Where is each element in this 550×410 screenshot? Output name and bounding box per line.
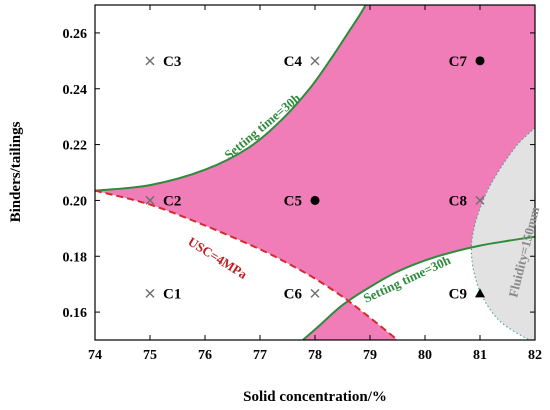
y-axis-title: Binders/tailings: [8, 121, 24, 222]
point-c9-label: C9: [449, 286, 467, 302]
point-c7-label: C7: [449, 54, 468, 70]
point-c5-marker: [310, 195, 320, 205]
x-axis-title: Solid concentration/%: [243, 389, 387, 405]
setting-time-lower-curve: [302, 235, 535, 340]
x-tick-label: 78: [308, 348, 322, 363]
x-tick-label: 82: [528, 348, 542, 363]
constraint-curves: [95, 5, 535, 340]
point-c4-label: C4: [284, 54, 303, 70]
y-tick-label: 0.26: [63, 27, 88, 42]
fluidity-excluded-region: [471, 127, 535, 340]
x-tick-label: 79: [363, 348, 377, 363]
point-c6-label: C6: [284, 286, 303, 302]
y-tick-label: 0.22: [63, 139, 88, 154]
point-c2-marker: [145, 195, 155, 205]
feasible-region: [95, 5, 535, 340]
point-c4-marker: [310, 56, 320, 66]
x-tick-label: 81: [473, 348, 487, 363]
axis-ticks: 74 75 76 77 78 79 80 81 82 0.16 0.18 0.20 0.22 0.24 0.…: [63, 5, 542, 363]
point-c1-marker: [145, 288, 155, 298]
point-c8-label: C8: [449, 193, 467, 209]
data-points: C1 C2 C3 C4 C5 C6 C7 C8 C9: [145, 54, 485, 302]
point-c9-marker: [475, 288, 485, 298]
point-c2-label: C2: [163, 193, 181, 209]
point-c7-marker: [475, 56, 485, 66]
y-tick-label: 0.24: [63, 83, 88, 98]
x-tick-label: 76: [198, 348, 212, 363]
point-c1-label: C1: [163, 286, 181, 302]
x-tick-label: 80: [418, 348, 432, 363]
point-c6-marker: [310, 288, 320, 298]
x-tick-label: 75: [143, 348, 157, 363]
setting-time-upper-curve: [95, 5, 367, 192]
point-c3-marker: [145, 56, 155, 66]
point-c3-label: C3: [163, 54, 181, 70]
point-c8-marker: [475, 195, 485, 205]
y-tick-label: 0.20: [63, 194, 88, 209]
y-tick-label: 0.16: [63, 306, 88, 321]
x-tick-label: 77: [253, 348, 267, 363]
point-c5-label: C5: [284, 193, 302, 209]
x-tick-label: 74: [88, 348, 102, 363]
y-tick-label: 0.18: [63, 250, 88, 265]
